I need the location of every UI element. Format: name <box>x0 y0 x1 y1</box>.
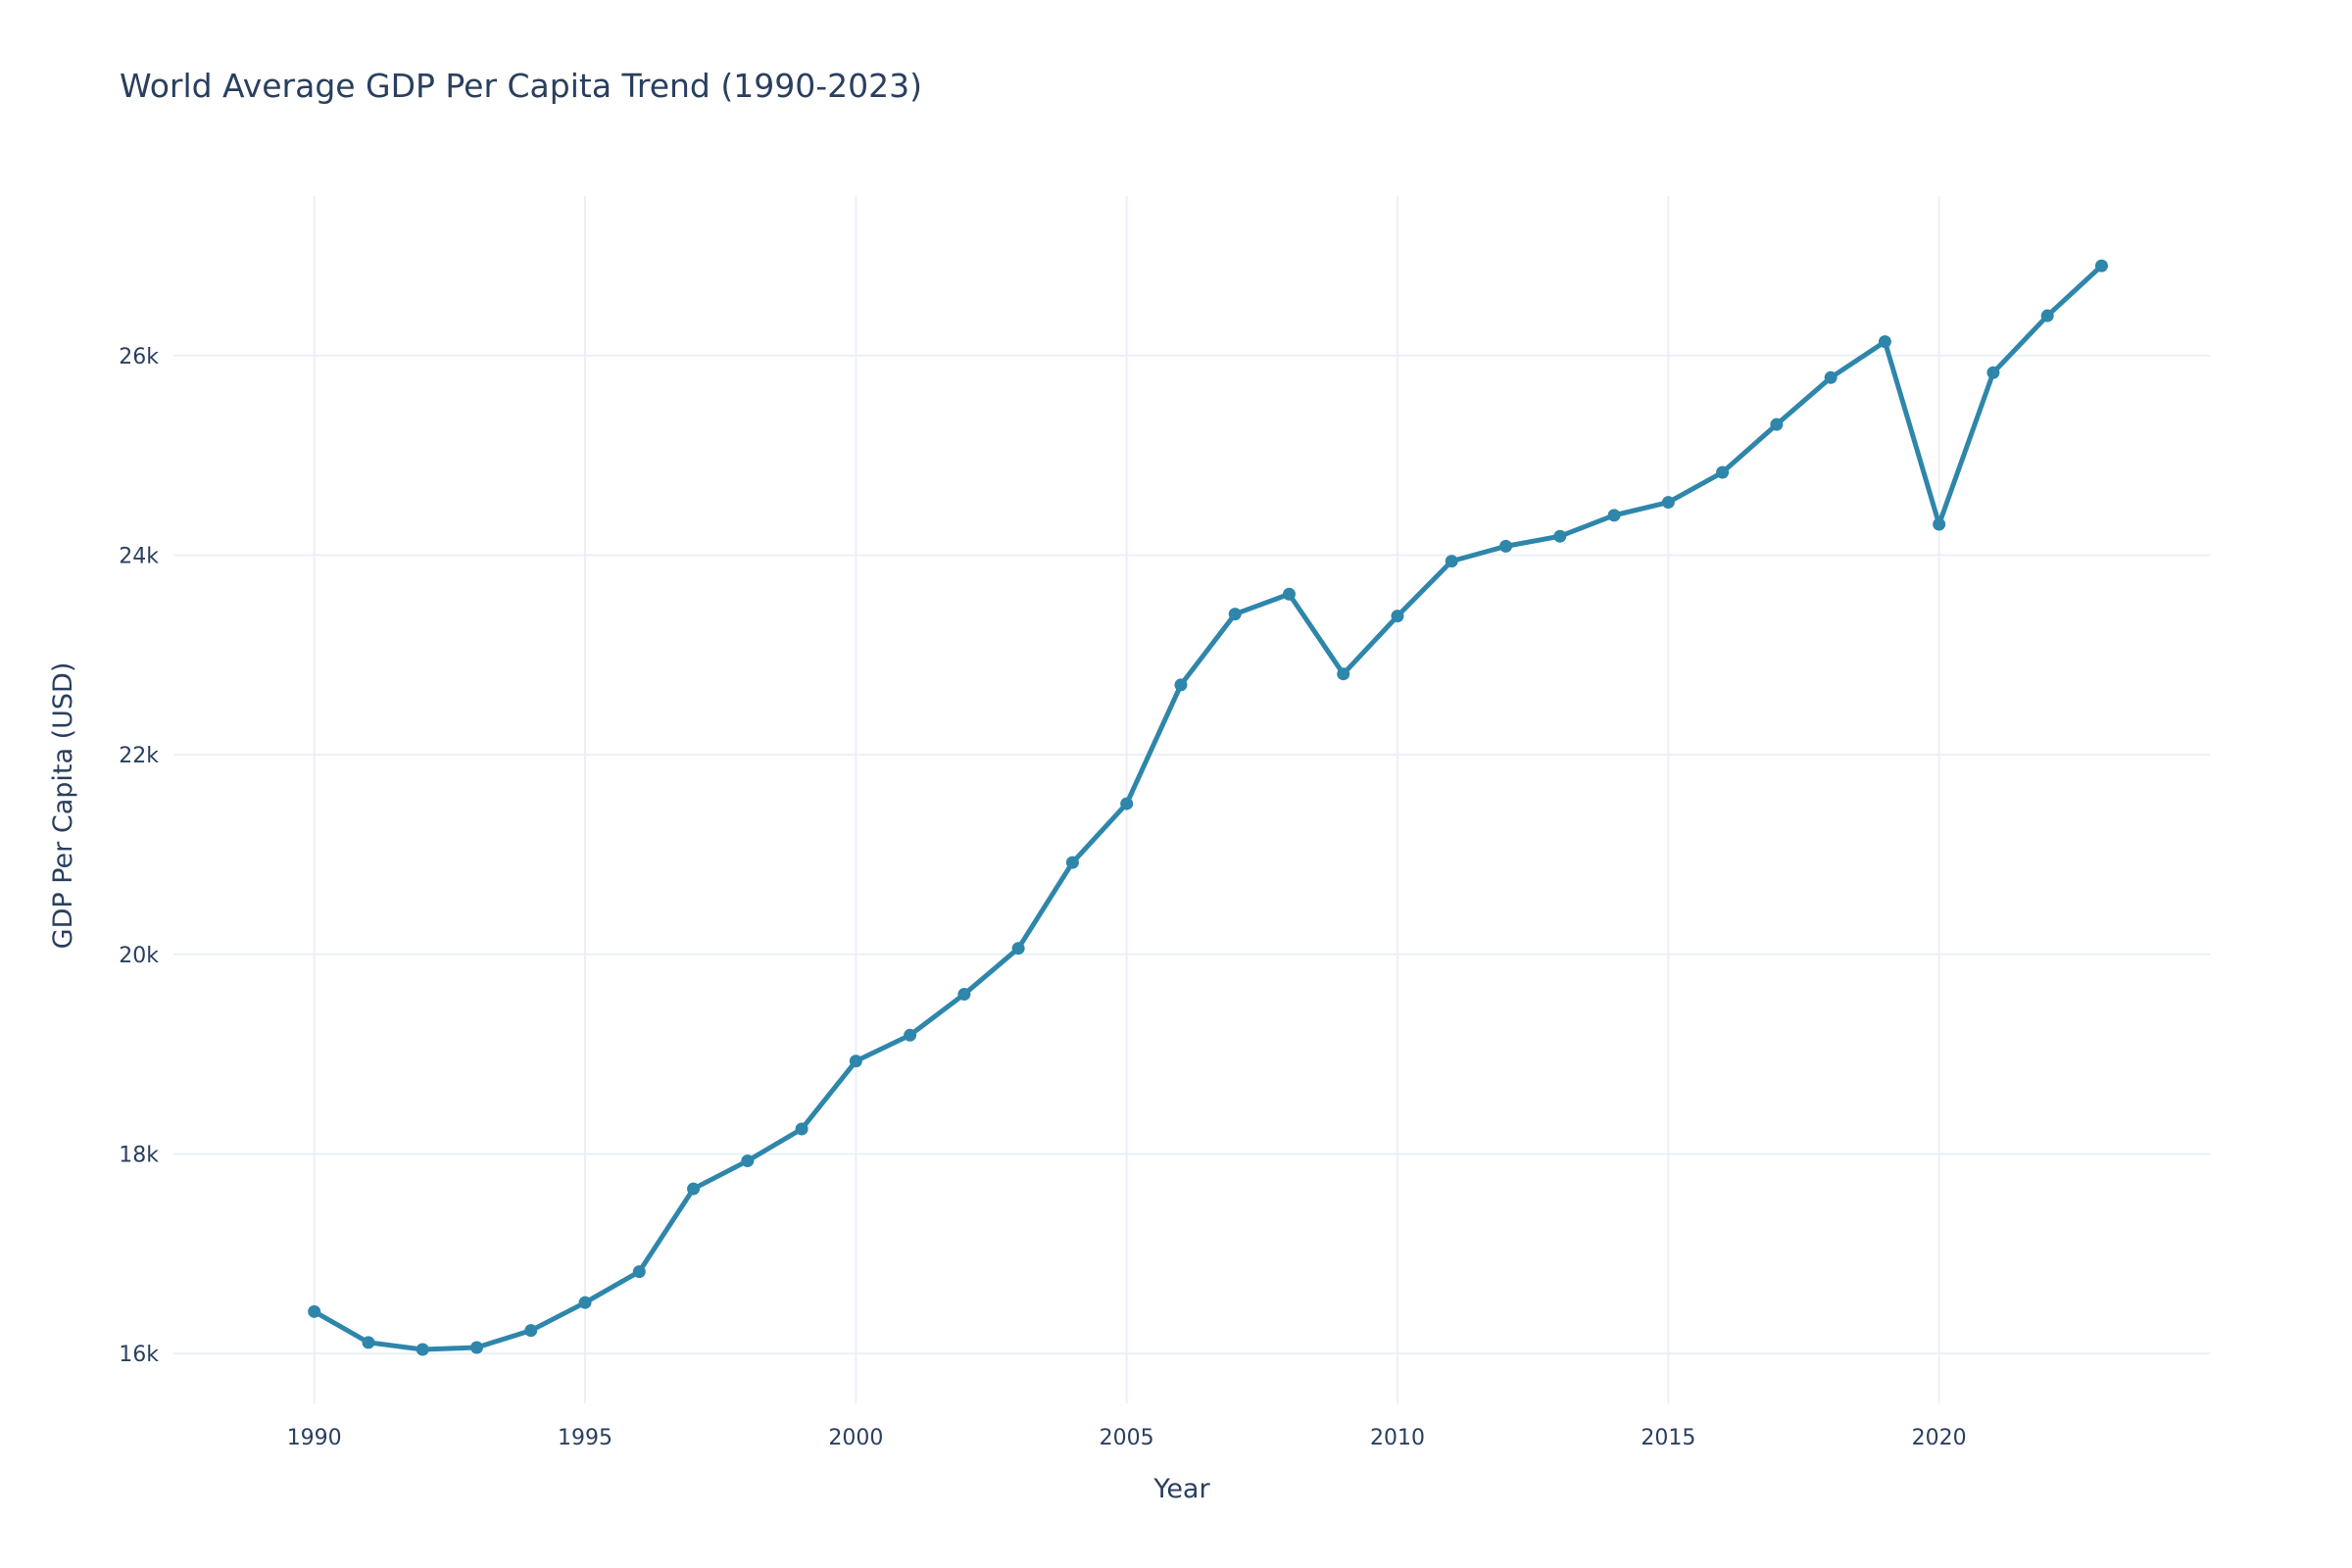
x-tick-label-1995: 1995 <box>558 1426 612 1450</box>
y-tick-label-26000: 26k <box>119 345 159 369</box>
x-axis-title: Year <box>1152 1474 1210 1504</box>
data-point-2015[interactable] <box>1661 496 1675 510</box>
x-tick-label-2010: 2010 <box>1370 1426 1425 1450</box>
series-line-0 <box>312 263 2104 1352</box>
x-tick-label-2000: 2000 <box>828 1426 883 1450</box>
data-point-1997[interactable] <box>687 1182 701 1196</box>
data-point-2020[interactable] <box>1933 517 1946 531</box>
data-point-2007[interactable] <box>1228 608 1242 621</box>
data-point-2001[interactable] <box>904 1028 917 1042</box>
data-point-2009[interactable] <box>1337 667 1350 681</box>
data-point-2005[interactable] <box>1120 797 1134 810</box>
data-point-2014[interactable] <box>1607 509 1621 522</box>
data-point-1999[interactable] <box>795 1122 808 1136</box>
y-tick-label-22000: 22k <box>119 744 159 768</box>
data-point-2004[interactable] <box>1065 856 1079 869</box>
y-tick-label-24000: 24k <box>119 545 159 569</box>
data-point-2013[interactable] <box>1553 529 1567 543</box>
data-point-2012[interactable] <box>1499 539 1513 553</box>
y-tick-label-18000: 18k <box>119 1143 159 1167</box>
data-point-2010[interactable] <box>1391 610 1404 623</box>
x-tick-label-2015: 2015 <box>1641 1426 1695 1450</box>
data-point-2022[interactable] <box>2040 309 2054 322</box>
data-point-1996[interactable] <box>632 1265 646 1279</box>
data-point-2008[interactable] <box>1282 587 1296 601</box>
data-point-2021[interactable] <box>1986 366 2000 379</box>
data-point-2018[interactable] <box>1824 370 1838 384</box>
data-point-1995[interactable] <box>578 1296 592 1309</box>
data-point-2019[interactable] <box>1878 335 1891 349</box>
series-layer <box>308 259 2108 1356</box>
y-axis-title: GDP Per Capita (USD) <box>48 662 78 950</box>
data-point-1990[interactable] <box>308 1304 321 1318</box>
x-tick-label-2020: 2020 <box>1912 1426 1967 1450</box>
y-tick-label-16000: 16k <box>119 1343 159 1367</box>
data-point-1994[interactable] <box>524 1324 538 1338</box>
y-tick-label-20000: 20k <box>119 944 159 968</box>
data-point-1992[interactable] <box>416 1343 429 1356</box>
x-tick-label-2005: 2005 <box>1100 1426 1154 1450</box>
data-point-2017[interactable] <box>1770 417 1784 431</box>
grid <box>173 196 2210 1403</box>
data-point-1993[interactable] <box>469 1341 483 1354</box>
data-point-2003[interactable] <box>1011 942 1025 956</box>
x-tick-label-1990: 1990 <box>287 1426 342 1450</box>
data-point-1998[interactable] <box>741 1154 755 1168</box>
data-point-2002[interactable] <box>957 988 971 1002</box>
data-point-2011[interactable] <box>1445 555 1458 568</box>
data-point-2006[interactable] <box>1174 678 1188 692</box>
data-point-2000[interactable] <box>849 1054 862 1068</box>
data-point-2023[interactable] <box>2094 259 2108 272</box>
tick-labels: 1990 1995 2000 2005 2010 2015 2020 16k 18k 20k 22k… <box>119 345 1966 1450</box>
chart-title: World Average GDP Per Capita Trend (1990… <box>120 67 922 105</box>
data-point-1991[interactable] <box>362 1336 375 1349</box>
data-point-2016[interactable] <box>1716 466 1730 479</box>
